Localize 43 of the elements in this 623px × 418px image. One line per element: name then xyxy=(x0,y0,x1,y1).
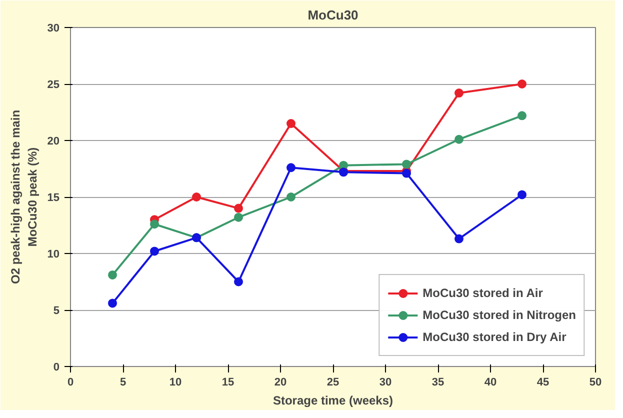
x-tick-label: 35 xyxy=(432,376,444,388)
point xyxy=(402,168,411,178)
y-tick-label: 30 xyxy=(47,22,60,34)
y-axis-title: O2 peak-high against the main MoCu30 peak (%) xyxy=(8,110,40,284)
point xyxy=(518,80,526,88)
x-tick-label: 45 xyxy=(536,376,550,388)
x-tick-label: 50 xyxy=(589,376,602,388)
point xyxy=(108,298,117,308)
point xyxy=(234,212,243,222)
y-tick-label: 10 xyxy=(47,248,60,260)
point xyxy=(454,134,464,144)
y-tick-label: 15 xyxy=(47,192,60,204)
x-tick-label: 10 xyxy=(169,376,182,388)
point xyxy=(454,234,464,244)
point xyxy=(150,220,159,229)
y-tick-label: 0 xyxy=(53,362,60,374)
point xyxy=(192,192,201,202)
point xyxy=(234,204,243,213)
point xyxy=(286,119,296,128)
y-tick-label: 20 xyxy=(47,136,60,148)
x-tick-label: 0 xyxy=(67,376,74,388)
x-tick-label: 30 xyxy=(379,376,392,388)
point xyxy=(518,190,526,200)
chart-title: MoCu30 xyxy=(308,8,358,22)
point xyxy=(150,246,159,256)
point xyxy=(234,277,243,286)
point xyxy=(518,111,526,120)
point xyxy=(286,192,296,202)
x-axis-title: Storage time (weeks) xyxy=(272,394,394,408)
x-tick-label: 20 xyxy=(274,376,287,388)
x-tick-label: 15 xyxy=(222,376,234,388)
point xyxy=(286,163,296,172)
point xyxy=(454,88,464,98)
point xyxy=(402,160,411,169)
x-tick-label: 25 xyxy=(326,376,340,388)
y-tick-label: 5 xyxy=(53,305,60,317)
legend-label: MoCu30 stored in Air xyxy=(422,286,543,300)
legend-label: MoCu30 stored in Dry Air xyxy=(422,330,566,344)
y-tick-label: 25 xyxy=(47,79,60,91)
point xyxy=(108,270,117,280)
x-tick-label: 40 xyxy=(484,376,497,388)
x-tick-label: 5 xyxy=(120,376,126,388)
legend-label: MoCu30 stored in Nitrogen xyxy=(422,308,576,322)
